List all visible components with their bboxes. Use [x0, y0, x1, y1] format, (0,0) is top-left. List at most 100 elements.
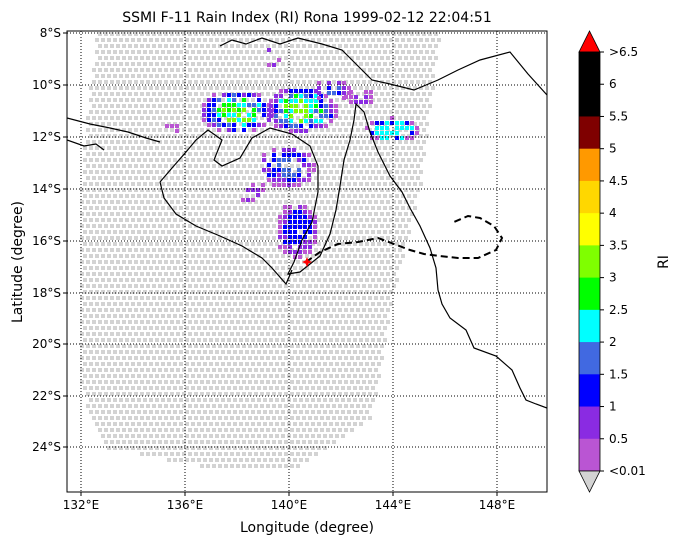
swath-pixel	[269, 218, 273, 222]
swath-pixel	[170, 296, 174, 300]
swath-pixel	[251, 290, 255, 294]
swath-pixel	[278, 284, 282, 288]
swath-pixel	[164, 404, 168, 408]
swath-pixel	[308, 440, 312, 444]
swath-pixel	[320, 284, 324, 288]
swath-pixel	[257, 290, 261, 294]
swath-pixel	[353, 122, 357, 126]
swath-pixel	[278, 452, 282, 456]
swath-pixel	[380, 164, 384, 168]
swath-pixel	[266, 212, 270, 216]
swath-pixel	[314, 332, 318, 336]
swath-pixel	[134, 320, 138, 324]
swath-pixel	[290, 392, 294, 396]
swath-pixel	[377, 194, 381, 198]
swath-pixel	[146, 248, 150, 252]
rain-pixel	[364, 90, 368, 94]
swath-pixel	[95, 410, 99, 414]
swath-pixel	[377, 38, 381, 42]
swath-pixel	[281, 434, 285, 438]
swath-pixel	[110, 212, 114, 216]
swath-pixel	[239, 242, 243, 246]
swath-pixel	[206, 152, 210, 156]
swath-pixel	[233, 278, 237, 282]
swath-pixel	[326, 164, 330, 168]
swath-pixel	[206, 272, 210, 276]
rain-pixel	[237, 93, 241, 97]
swath-pixel	[158, 56, 162, 60]
swath-pixel	[107, 134, 111, 138]
swath-pixel	[200, 416, 204, 420]
swath-pixel	[179, 170, 183, 174]
swath-pixel	[164, 344, 168, 348]
rain-pixel	[257, 123, 261, 127]
swath-pixel	[185, 134, 189, 138]
swath-pixel	[212, 188, 216, 192]
swath-pixel	[284, 140, 288, 144]
rain-pixel	[354, 100, 358, 104]
swath-pixel	[263, 398, 267, 402]
swath-pixel	[107, 86, 111, 90]
swath-pixel	[137, 446, 141, 450]
swath-pixel	[197, 50, 201, 54]
swath-pixel	[224, 176, 228, 180]
swath-pixel	[308, 452, 312, 456]
swath-pixel	[383, 170, 387, 174]
swath-pixel	[368, 116, 372, 120]
swath-pixel	[350, 296, 354, 300]
swath-pixel	[323, 218, 327, 222]
swath-pixel	[323, 326, 327, 330]
swath-pixel	[290, 320, 294, 324]
rain-pixel	[274, 124, 278, 128]
swath-pixel	[188, 416, 192, 420]
colorbar-tick-label: 3.5	[609, 238, 628, 252]
swath-pixel	[275, 458, 279, 462]
swath-pixel	[176, 164, 180, 168]
swath-pixel	[263, 86, 267, 90]
swath-pixel	[263, 74, 267, 78]
swath-pixel	[122, 164, 126, 168]
swath-pixel	[113, 398, 117, 402]
rain-pixel	[282, 178, 286, 182]
swath-pixel	[155, 362, 159, 366]
swath-pixel	[302, 32, 306, 36]
swath-pixel	[89, 194, 93, 198]
swath-pixel	[407, 38, 411, 42]
swath-pixel	[200, 56, 204, 60]
swath-pixel	[368, 344, 372, 348]
swath-pixel	[407, 158, 411, 162]
swath-pixel	[269, 182, 273, 186]
swath-pixel	[347, 278, 351, 282]
swath-pixel	[83, 182, 87, 186]
swath-pixel	[266, 332, 270, 336]
swath-pixel	[221, 398, 225, 402]
swath-pixel	[221, 350, 225, 354]
swath-pixel	[248, 428, 252, 432]
swath-pixel	[149, 230, 153, 234]
swath-pixel	[215, 422, 219, 426]
swath-pixel	[170, 248, 174, 252]
swath-pixel	[293, 398, 297, 402]
swath-pixel	[233, 254, 237, 258]
swath-pixel	[143, 302, 147, 306]
swath-pixel	[233, 206, 237, 210]
swath-pixel	[155, 446, 159, 450]
swath-pixel	[143, 50, 147, 54]
swath-pixel	[413, 134, 417, 138]
swath-pixel	[179, 38, 183, 42]
swath-pixel	[311, 410, 315, 414]
swath-pixel	[185, 314, 189, 318]
swath-pixel	[215, 74, 219, 78]
swath-pixel	[386, 104, 390, 108]
rain-pixel	[287, 178, 291, 182]
swath-pixel	[284, 92, 288, 96]
rain-pixel	[272, 158, 276, 162]
swath-pixel	[227, 338, 231, 342]
swath-pixel	[89, 314, 93, 318]
swath-pixel	[143, 314, 147, 318]
swath-pixel	[263, 362, 267, 366]
swath-pixel	[206, 200, 210, 204]
swath-pixel	[161, 62, 165, 66]
swath-pixel	[110, 440, 114, 444]
swath-pixel	[86, 332, 90, 336]
